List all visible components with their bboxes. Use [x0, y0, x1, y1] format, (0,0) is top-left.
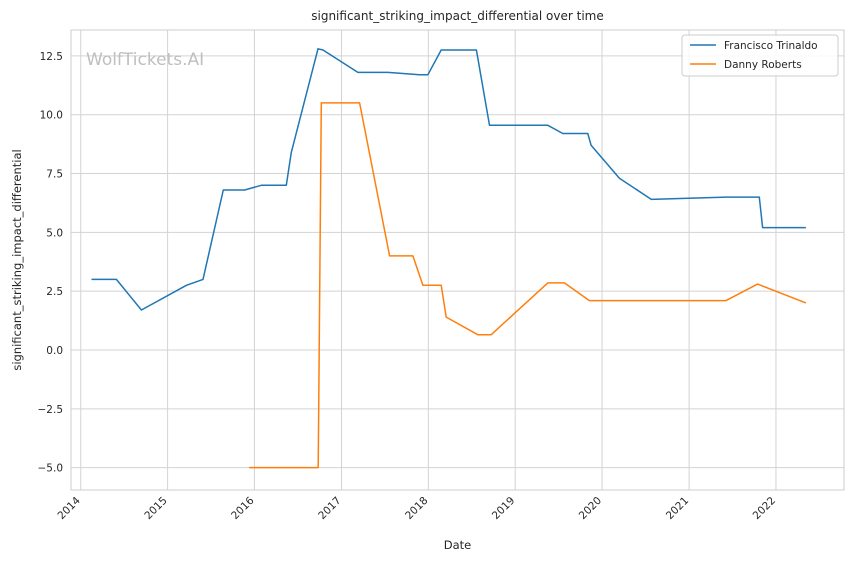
- watermark: WolfTickets.AI: [86, 50, 204, 70]
- legend: Francisco Trinaldo Danny Roberts: [681, 34, 839, 77]
- x-tick-label: 2017: [316, 495, 343, 522]
- x-axis-ticks: 2014 2015 2016 2017 2018 2019 2020 2021 2022: [55, 494, 778, 522]
- y-tick-label: −2.5: [38, 404, 64, 416]
- x-axis-label: Date: [444, 538, 472, 552]
- y-tick-label: 5.0: [46, 227, 63, 239]
- plot-frame: [70, 29, 845, 491]
- y-tick-label: −5.0: [38, 463, 64, 475]
- y-axis-label: significant_striking_impact_differential: [10, 149, 24, 370]
- x-tick-label: 2016: [229, 494, 257, 522]
- legend-box: [681, 34, 839, 77]
- series-line-danny-roberts: [249, 102, 807, 469]
- x-tick-label: 2015: [142, 495, 169, 522]
- y-tick-label: 7.5: [46, 169, 63, 181]
- chart-title: significant_striking_impact_differential…: [311, 9, 603, 23]
- series-line-francisco-trinaldo: [91, 48, 806, 311]
- y-tick-label: 12.5: [40, 51, 63, 63]
- y-tick-label: 0.0: [46, 345, 63, 357]
- x-tick-label: 2022: [751, 495, 778, 522]
- y-tick-label: 10.0: [40, 110, 63, 122]
- x-tick-label: 2020: [577, 495, 604, 522]
- x-tick-label: 2014: [55, 494, 83, 522]
- y-axis-ticks: 12.5 10.0 7.5 5.0 2.5 0.0 −2.5 −5.0: [38, 51, 64, 475]
- x-tick-label: 2021: [664, 495, 691, 522]
- y-tick-label: 2.5: [46, 286, 63, 298]
- legend-label-francisco-trinaldo: Francisco Trinaldo: [724, 40, 818, 52]
- x-tick-label: 2018: [403, 495, 430, 522]
- grid: [71, 30, 844, 490]
- series-lines: [91, 48, 807, 469]
- x-tick-label: 2019: [490, 495, 517, 522]
- legend-label-danny-roberts: Danny Roberts: [724, 59, 802, 71]
